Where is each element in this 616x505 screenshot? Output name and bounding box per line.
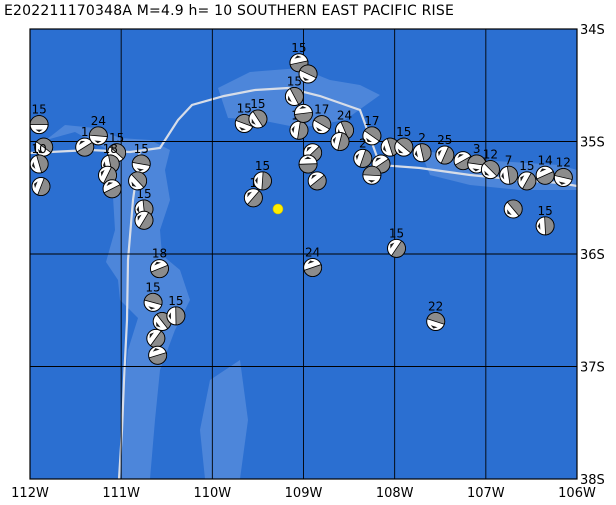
focal-mechanism-beachball (312, 115, 332, 135)
focal-mechanism-beachball (166, 306, 186, 326)
depth-label: 15 (31, 103, 46, 117)
depth-label: 17 (364, 114, 379, 128)
focal-mechanism-beachball (535, 216, 555, 236)
epicenter-marker-layer (272, 203, 284, 215)
lon-tick-label: 107W (467, 486, 505, 501)
depth-label: 12 (556, 156, 571, 170)
depth-label: 22 (428, 300, 443, 314)
lat-tick-label: 35S (580, 136, 605, 151)
focal-mechanism-beachball (294, 103, 313, 123)
depth-label: 24 (305, 246, 320, 260)
map-frame (29, 28, 578, 480)
focal-mechanism-beachball (149, 259, 169, 279)
depth-label: 10 (31, 142, 46, 156)
depth-label: 14 (537, 153, 552, 167)
depth-label: 15 (134, 142, 149, 156)
focal-mechanism-beachball (303, 258, 323, 277)
lon-tick-label: 109W (285, 486, 323, 501)
focal-mechanism-beachball (303, 143, 323, 163)
depth-label: 24 (91, 114, 106, 128)
focal-mechanism-beachball (131, 154, 151, 174)
focal-mechanism-beachball (284, 87, 304, 106)
focal-mechanism-beachball (362, 126, 382, 146)
depth-label: 7 (505, 153, 513, 167)
map-title: E202211170348A M=4.9 h= 10 SOUTHERN EAST… (4, 3, 455, 19)
depth-label: 15 (250, 97, 265, 111)
depth-label: 25 (437, 133, 452, 147)
lon-tick-label: 112W (11, 486, 49, 501)
depth-label: 2 (359, 136, 367, 150)
lon-tick-label: 108W (376, 486, 414, 501)
depth-label: 3 (473, 142, 481, 156)
focal-mechanism-beachball (499, 165, 519, 185)
depth-label: 18 (152, 247, 167, 261)
lat-tick-label: 38S (580, 473, 605, 488)
focal-mechanism-beachball (30, 154, 49, 174)
depth-label: 15 (291, 41, 306, 55)
lon-tick-label: 106W (558, 486, 596, 501)
focal-mechanism-beachball (289, 120, 309, 140)
depth-label: 2 (418, 131, 426, 145)
depth-label: 12 (483, 148, 498, 162)
focal-mechanism-beachball (31, 177, 51, 196)
focal-mechanism-beachball (146, 328, 166, 348)
axis-tick-labels: 112W 111W 110W 109W 108W 107W 106W 34S 35S 36S 37S… (11, 23, 605, 501)
focal-mechanism-beachball (535, 165, 555, 185)
lon-tick-label: 110W (193, 486, 231, 501)
depth-label: 15 (109, 131, 124, 145)
focal-mechanism-beachball (426, 312, 446, 331)
focal-mechanism-beachball (248, 109, 268, 129)
focal-mechanism-beachball (467, 154, 487, 174)
focal-mechanism-beachball (553, 168, 573, 187)
focal-mechanism-beachball (330, 132, 350, 151)
depth-label: 1 (81, 125, 89, 139)
focal-mechanism-beachball (307, 171, 327, 191)
focal-mechanisms: 1510124151815151815151515151151515172417… (30, 41, 573, 365)
focal-mechanism-beachball (88, 126, 108, 146)
depth-label: 15 (237, 102, 252, 116)
focal-mechanism-beachball (298, 64, 318, 84)
depth-label: 15 (537, 204, 552, 218)
depth-label: 15 (136, 187, 151, 201)
focal-mechanism-beachball (435, 145, 455, 165)
focal-mechanism-beachball (134, 210, 154, 230)
focal-mechanism-beachball (252, 171, 272, 191)
depth-label: 17 (314, 103, 329, 117)
depth-label: 15 (519, 159, 534, 173)
depth-label: 15 (389, 226, 404, 240)
focal-mechanism-beachball (128, 171, 148, 191)
focal-mechanism-beachball (143, 292, 163, 312)
focal-mechanism-beachball (386, 238, 406, 258)
depth-label: 1 (250, 176, 258, 190)
focal-mechanism-beachball (362, 165, 382, 185)
focal-mechanism-beachball (75, 137, 95, 157)
lat-tick-label: 37S (580, 361, 605, 376)
focal-mechanism-beachball (148, 345, 168, 365)
depth-label: 24 (337, 108, 352, 122)
focal-mechanism-beachball (517, 171, 537, 191)
depth-label: 15 (145, 280, 160, 294)
focal-mechanism-beachball (353, 148, 373, 168)
focal-mechanism-beachball (412, 143, 432, 163)
focal-mechanism-beachball (394, 137, 414, 157)
focal-mechanism-beachball (480, 160, 500, 180)
depth-label: 15 (396, 125, 411, 139)
depth-label: 15 (287, 75, 302, 89)
lat-tick-label: 36S (580, 248, 605, 263)
focal-mechanism-beachball (30, 115, 49, 135)
lon-tick-label: 111W (102, 486, 140, 501)
epicenter-marker (272, 203, 284, 215)
depth-label: 15 (168, 294, 183, 308)
focal-mechanism-beachball (298, 154, 318, 174)
focal-mechanism-beachball (243, 188, 263, 208)
depth-label: 15 (255, 159, 270, 173)
depth-label: 18 (103, 142, 118, 156)
focal-mechanism-beachball (503, 199, 523, 219)
focal-mechanism-beachball (34, 137, 54, 157)
lat-tick-label: 34S (580, 23, 605, 38)
focal-mechanism-beachball (102, 179, 122, 199)
